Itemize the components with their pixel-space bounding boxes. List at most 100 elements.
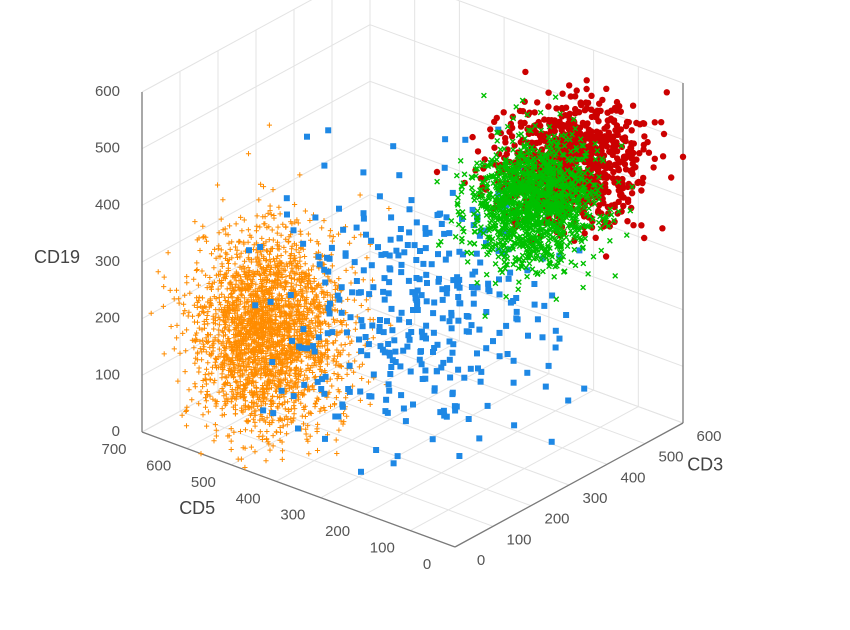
data-point [340, 411, 347, 417]
data-point [596, 100, 603, 107]
data-point [659, 225, 666, 232]
data-point [185, 313, 191, 319]
data-point [339, 401, 346, 408]
data-point [386, 205, 392, 212]
data-point [394, 453, 401, 460]
data-point [534, 316, 541, 323]
data-point [619, 157, 626, 165]
data-point [377, 317, 383, 323]
data-point [232, 411, 239, 417]
data-point [176, 300, 182, 306]
data-point [552, 327, 559, 334]
data-point [348, 280, 354, 286]
data-point [341, 419, 347, 425]
data-point [358, 317, 365, 324]
data-point [203, 349, 209, 355]
data-point [293, 247, 299, 253]
data-point [351, 234, 357, 240]
data-point [212, 246, 218, 252]
data-point [362, 334, 369, 340]
data-point [588, 128, 595, 135]
data-point [253, 347, 259, 354]
data-point [311, 348, 318, 355]
data-point [193, 267, 199, 274]
data-point [174, 335, 180, 341]
data-point [314, 395, 320, 401]
data-point [155, 269, 161, 275]
data-point [277, 415, 283, 421]
data-point [605, 117, 612, 124]
data-point [398, 261, 405, 268]
data-point [330, 316, 337, 322]
data-point [612, 273, 619, 279]
data-point [324, 254, 331, 261]
data-point [335, 371, 341, 377]
data-point [191, 319, 198, 325]
data-point [615, 166, 623, 174]
data-point [161, 351, 167, 357]
data-point [456, 300, 463, 307]
data-point [276, 246, 282, 252]
data-point [304, 289, 310, 295]
data-point [276, 303, 283, 309]
data-point [477, 259, 484, 266]
data-point [230, 404, 236, 410]
data-point [407, 368, 414, 375]
data-point [465, 416, 472, 422]
data-point [242, 385, 248, 392]
data-point [242, 407, 248, 413]
data-point [413, 257, 420, 263]
data-point [360, 267, 367, 274]
data-point [344, 413, 350, 419]
data-point [431, 385, 438, 392]
data-point [588, 113, 596, 121]
data-point [269, 359, 276, 365]
data-point [431, 345, 438, 351]
data-point [430, 310, 437, 317]
data-point [299, 294, 305, 300]
data-point [633, 119, 640, 127]
data-point [349, 289, 356, 296]
data-point [393, 247, 400, 254]
data-point [467, 365, 474, 372]
data-point [234, 251, 240, 257]
data-point [358, 232, 364, 238]
data-point [292, 380, 298, 386]
data-point [200, 234, 206, 240]
data-point [446, 318, 453, 325]
data-point [624, 218, 631, 225]
data-point [305, 231, 311, 237]
data-point [370, 335, 376, 341]
data-point [388, 322, 394, 328]
cd3-axis-line [454, 422, 684, 548]
data-point [352, 270, 358, 276]
data-point [205, 409, 211, 415]
data-point [413, 275, 420, 281]
data-point [229, 239, 235, 245]
data-point [525, 332, 531, 339]
data-point [530, 122, 538, 130]
data-point [216, 389, 222, 395]
data-point [284, 211, 290, 218]
data-point [381, 296, 388, 303]
data-point [261, 294, 267, 300]
data-point [280, 221, 286, 227]
data-point [219, 406, 225, 412]
data-point [365, 307, 371, 313]
data-point [346, 362, 353, 369]
data-point [242, 464, 248, 471]
data-point [330, 234, 336, 240]
data-point [463, 313, 470, 319]
data-point [628, 127, 635, 134]
data-point [449, 189, 456, 196]
data-point [277, 211, 283, 217]
data-point [228, 341, 234, 347]
data-point [329, 238, 335, 244]
data-point [347, 314, 354, 321]
data-point [314, 428, 320, 435]
data-point [279, 456, 285, 462]
data-point [640, 146, 647, 153]
data-point [174, 322, 180, 328]
data-point [624, 198, 632, 206]
